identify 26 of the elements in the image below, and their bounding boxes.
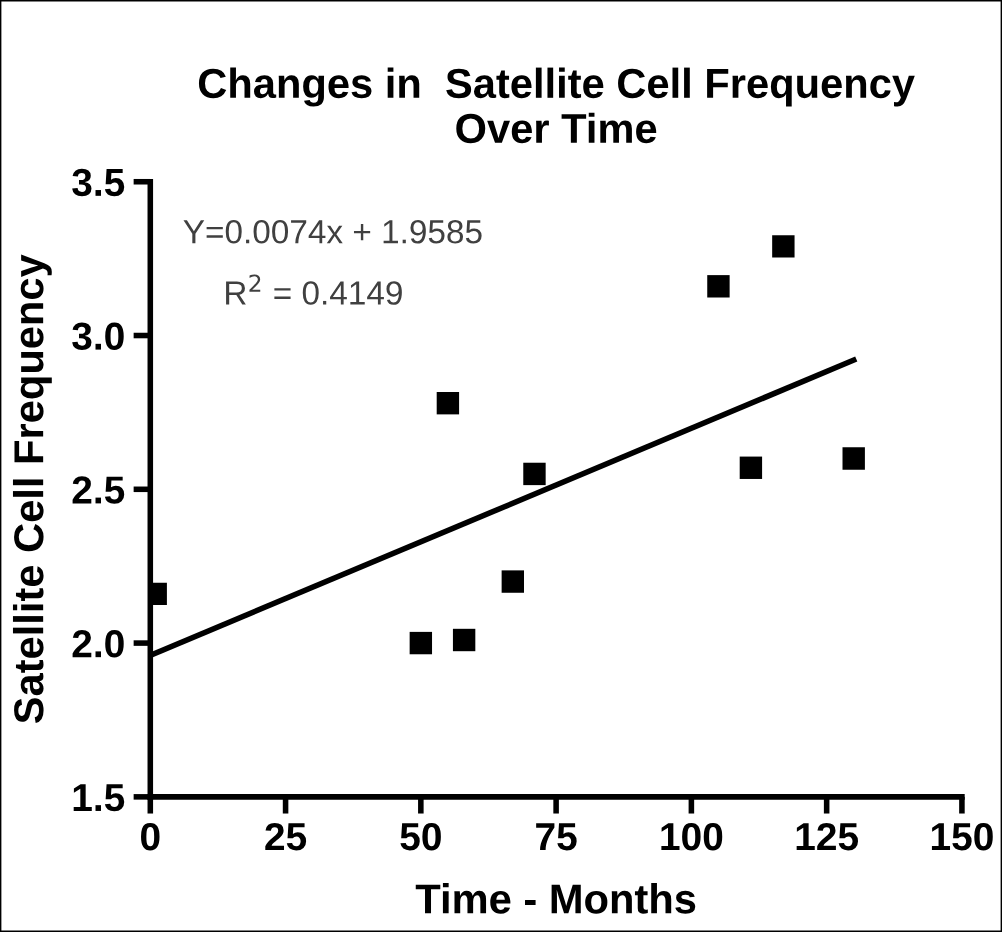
chart-title: Changes in Satellite Cell Frequency Over Time (198, 67, 915, 144)
point (772, 235, 795, 258)
x-tick-label: 75 (536, 823, 577, 851)
point (436, 391, 460, 415)
y-axis-title: Satellite Cell Frequency (12, 254, 52, 724)
point (409, 631, 433, 655)
y-tick-label: 1.5 (73, 784, 125, 812)
y-tick-label: 2.0 (72, 630, 124, 658)
point (452, 628, 476, 652)
x-tick-label: 100 (661, 822, 723, 851)
point (842, 447, 865, 470)
x-tick-label: 150 (931, 822, 993, 851)
x-tick-label: 25 (265, 822, 307, 851)
x-tick-label: 50 (400, 822, 441, 851)
point (523, 462, 546, 486)
x-tick-label: 0 (141, 822, 160, 851)
x-axis-title: Time - Months (415, 883, 696, 914)
point (501, 570, 525, 593)
y-tick-label: 3.5 (72, 168, 125, 197)
point (707, 275, 730, 298)
y-tick-label: 2.5 (72, 476, 125, 504)
annotation: Y=0.0074x + 1.9585 (183, 219, 482, 244)
y-tick-label: 3.0 (72, 322, 124, 351)
point (739, 456, 763, 479)
x-tick-label: 125 (796, 822, 859, 851)
annotation: R$^{2}$ = 0.4149 (226, 274, 402, 305)
